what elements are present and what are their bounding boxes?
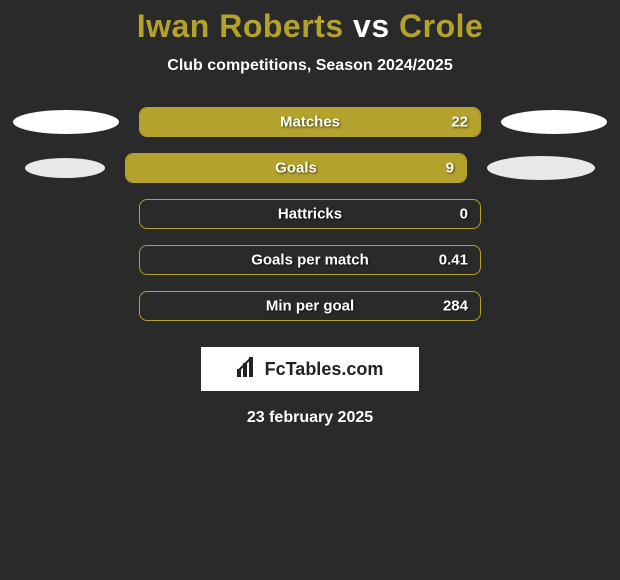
stats-card: Iwan Roberts vs Crole Club competitions,… [0,0,620,427]
stat-bar: Goals per match 0.41 [139,245,481,275]
stat-row: Goals per match 0.41 [13,245,607,275]
title-player1: Iwan Roberts [137,8,344,44]
brand-text: FcTables.com [265,359,384,380]
page-title: Iwan Roberts vs Crole [137,8,484,45]
left-ellipse-icon [13,110,119,134]
right-ellipse-icon [487,156,595,180]
title-vs: vs [344,8,399,44]
stat-label: Hattricks [278,206,342,223]
stat-value: 22 [451,114,468,131]
right-ellipse-icon [501,110,607,134]
stat-label: Min per goal [266,298,354,315]
stat-bar: Matches 22 [139,107,481,137]
stat-bar: Hattricks 0 [139,199,481,229]
stat-bar: Min per goal 284 [139,291,481,321]
stat-label: Goals per match [251,252,369,269]
title-player2: Crole [399,8,483,44]
left-ellipse-icon [25,158,105,178]
chart-bars-icon [237,357,259,382]
stat-value: 0.41 [439,252,468,269]
stat-value: 0 [460,206,468,223]
brand-badge[interactable]: FcTables.com [201,347,419,391]
stat-rows: Matches 22 Goals 9 Hattricks 0 Goals per match… [13,107,607,337]
stat-label: Matches [280,114,340,131]
stat-row: Hattricks 0 [13,199,607,229]
stat-label: Goals [275,160,317,177]
subtitle: Club competitions, Season 2024/2025 [167,57,452,75]
stat-row: Min per goal 284 [13,291,607,321]
stat-bar: Goals 9 [125,153,467,183]
date-text: 23 february 2025 [247,409,373,427]
stat-value: 9 [446,160,454,177]
stat-value: 284 [443,298,468,315]
stat-row: Matches 22 [13,107,607,137]
stat-row: Goals 9 [13,153,607,183]
